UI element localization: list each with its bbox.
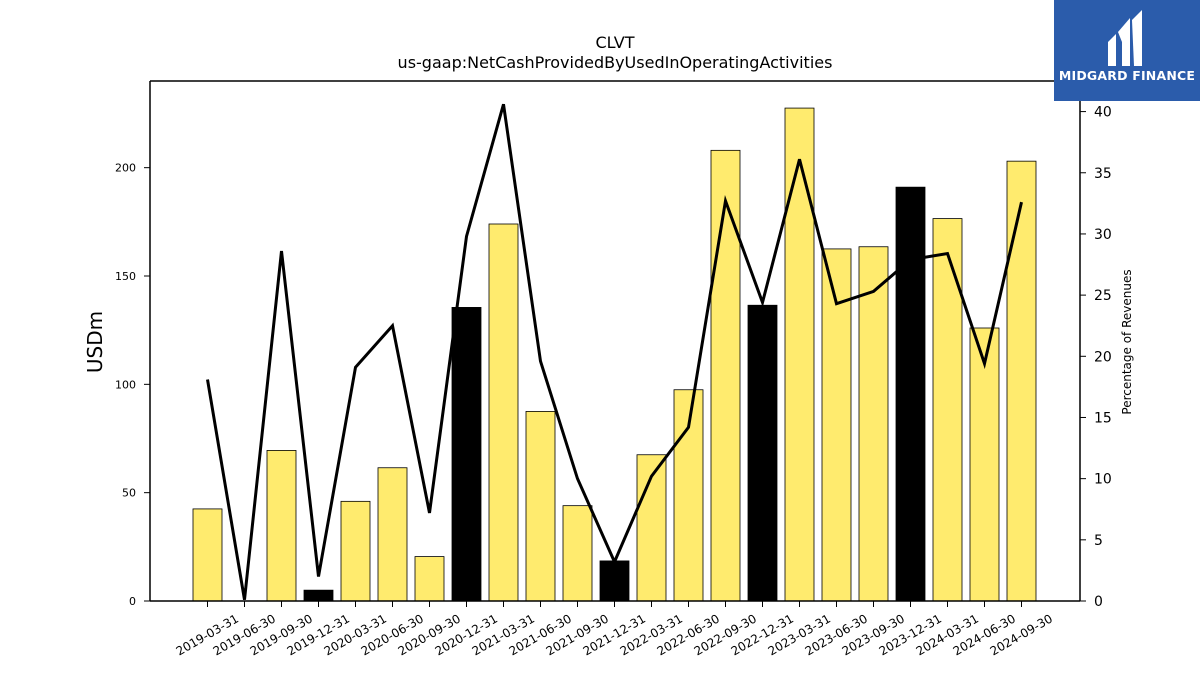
percentage-line — [206, 103, 1023, 601]
y2-tick-label: 15 — [1094, 410, 1112, 426]
y2-tick-label: 20 — [1094, 349, 1112, 365]
bar — [340, 500, 371, 602]
y-tick-label: 100 — [115, 378, 136, 391]
bar — [1006, 160, 1037, 602]
y-tick-label: 50 — [122, 487, 136, 500]
y-tick-label: 0 — [129, 595, 136, 608]
y-tick-label: 200 — [115, 162, 136, 175]
bar — [932, 218, 963, 602]
bar — [525, 411, 556, 602]
y-tick-label: 150 — [115, 270, 136, 283]
y2-tick-label: 40 — [1094, 105, 1112, 121]
bar — [488, 223, 519, 602]
y-axis-label: USDm — [83, 311, 107, 373]
y2-tick-label: 35 — [1094, 166, 1112, 182]
y2-tick-label: 25 — [1094, 288, 1112, 304]
y2-tick-label: 10 — [1094, 472, 1112, 488]
bar — [821, 248, 852, 602]
bar — [414, 556, 445, 602]
bar — [192, 508, 223, 602]
bar — [710, 149, 741, 602]
bar — [266, 450, 297, 602]
bar — [784, 107, 815, 602]
y2-axis-label: Percentage of Revenues — [1120, 269, 1134, 414]
y2-tick-label: 30 — [1094, 227, 1112, 243]
plot-area: 05010015020005101520253035402019-03-3120… — [115, 80, 1112, 658]
bar — [747, 304, 778, 602]
bar — [377, 467, 408, 602]
y2-tick-label: 0 — [1094, 594, 1103, 610]
bar — [451, 307, 482, 602]
logo-text: MIDGARD FINANCE — [1058, 68, 1196, 83]
bar — [562, 505, 593, 602]
bar — [303, 589, 334, 602]
bar — [599, 560, 630, 602]
bar — [969, 327, 1000, 602]
chart-title: CLVT — [595, 33, 634, 52]
midgard-finance-logo: MIDGARD FINANCE — [1054, 0, 1200, 101]
chart-subtitle: us-gaap:NetCashProvidedByUsedInOperating… — [398, 53, 833, 72]
bar — [858, 246, 889, 602]
y2-tick-label: 5 — [1094, 533, 1103, 549]
bar — [895, 186, 926, 602]
logo-mark-icon — [1108, 10, 1142, 66]
